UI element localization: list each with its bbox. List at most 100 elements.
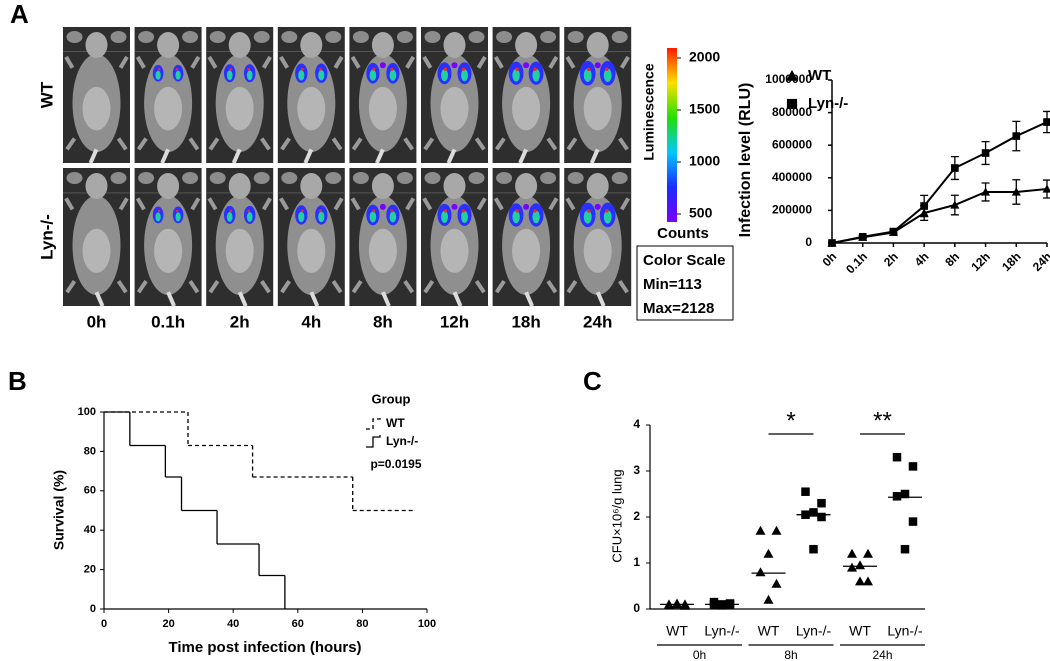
signal (379, 203, 386, 210)
mouse-image (279, 197, 344, 294)
signal (461, 209, 466, 213)
mouse-image (135, 197, 201, 294)
mouse-image (396, 31, 413, 43)
signal (390, 209, 394, 213)
mouse-image (524, 291, 534, 307)
signal (155, 212, 161, 222)
signal (533, 67, 537, 71)
mouse-image (253, 31, 270, 43)
data-point (863, 548, 873, 558)
mouse-image (595, 291, 606, 307)
mouse-image (209, 31, 226, 43)
x-tick-label: 80 (356, 618, 368, 630)
signal (175, 70, 181, 80)
y-tick-label: 40 (84, 524, 96, 536)
data-point (863, 576, 873, 586)
group-label: 24h (872, 648, 892, 661)
signal (300, 67, 304, 71)
mouse-image (352, 172, 369, 184)
data-point (892, 452, 902, 462)
signal (512, 210, 520, 224)
row-label: WT (37, 81, 56, 108)
y-tick-label: 20 (84, 564, 96, 576)
mouse-image (166, 291, 176, 307)
signal (512, 68, 520, 82)
mouse-image (64, 197, 129, 294)
data-point (763, 548, 774, 558)
data-point (771, 525, 782, 535)
scale-box-text: Color Scale (643, 252, 726, 269)
legend-icon (366, 417, 381, 430)
mouse-image (110, 172, 127, 184)
mouse-image (135, 55, 201, 151)
colorbar-tick-label: 500 (689, 205, 713, 221)
y-tick-label: 400000 (772, 170, 812, 184)
panel-letter: B (8, 366, 27, 396)
colorbar (667, 48, 677, 222)
group-label: 8h (784, 648, 797, 661)
mouse-image (586, 173, 609, 199)
signal (583, 210, 592, 224)
mouse-image (225, 86, 254, 131)
signal (372, 67, 376, 71)
series-line (831, 121, 1048, 244)
signal (451, 203, 458, 210)
x-tick-label: 24h (1030, 249, 1050, 274)
data-point (981, 187, 991, 196)
signal (389, 211, 397, 223)
data-point (1042, 184, 1050, 193)
column-label: 2h (230, 312, 250, 331)
x-tick-label: WT (666, 623, 688, 639)
mouse-image (88, 148, 99, 164)
data-point (709, 597, 719, 607)
signal (532, 68, 540, 82)
signal (226, 70, 233, 81)
mouse-image (207, 55, 272, 151)
mouse-image (381, 291, 391, 307)
data-point (763, 594, 774, 604)
signal (389, 69, 397, 81)
mouse-image (279, 55, 344, 151)
legend-label: Lyn-/- (808, 95, 848, 112)
x-tick-label: 8h (942, 249, 962, 269)
mouse-image (281, 172, 298, 184)
column-label: 8h (373, 312, 393, 331)
signal (441, 210, 448, 223)
mouse-image (182, 172, 199, 184)
mouse-image (309, 291, 320, 307)
mouse-image (138, 31, 155, 43)
data-point (809, 544, 818, 554)
column-label: 12h (440, 312, 469, 331)
data-point (817, 512, 826, 522)
signal (318, 67, 322, 71)
signal (229, 209, 233, 213)
x-tick-label: WT (758, 623, 780, 639)
mouse-image (228, 32, 251, 58)
data-point (771, 578, 782, 588)
y-axis-label: Infection level (RLU) (737, 83, 754, 238)
mouse-image (512, 86, 541, 131)
scale-box-text: Min=113 (643, 276, 702, 293)
y-tick-label: 2 (633, 509, 640, 523)
mouse-image (567, 31, 584, 43)
column-label: 4h (301, 312, 321, 331)
mouse-image (565, 55, 630, 151)
data-point (950, 200, 960, 209)
mouse-image (207, 197, 272, 294)
signal (604, 67, 609, 72)
mouse-image (586, 32, 609, 58)
x-tick-label: 60 (292, 618, 304, 630)
mouse-image (352, 31, 369, 43)
data-point (817, 498, 826, 508)
mouse-image (540, 172, 557, 184)
signal (451, 62, 458, 69)
signal (226, 212, 233, 222)
mouse-image (496, 31, 513, 43)
data-point (680, 600, 690, 610)
signal (603, 68, 612, 82)
column-label: 18h (511, 312, 540, 331)
mouse-image (422, 197, 487, 294)
mouse-image (300, 32, 323, 58)
signal (175, 209, 179, 213)
data-point (755, 525, 766, 535)
